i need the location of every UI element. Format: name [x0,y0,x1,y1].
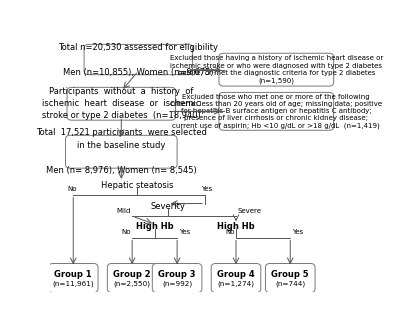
Text: (n=2,550): (n=2,550) [114,280,151,287]
Text: Total n=20,530 assessed for eligibility

Men (n=10,855), Women (n=9,675): Total n=20,530 assessed for eligibility … [58,43,218,76]
Text: Excluded those who met one or more of the following
criteria: less than 20 years: Excluded those who met one or more of th… [170,93,382,129]
FancyBboxPatch shape [67,87,176,120]
Text: Group 5: Group 5 [272,270,309,279]
FancyBboxPatch shape [66,135,177,168]
Text: Mild: Mild [116,208,131,214]
Text: Severe: Severe [238,208,262,214]
Text: Participants  without  a  history  of
ischemic  heart  disease  or  ischemic
str: Participants without a history of ischem… [42,88,201,120]
Text: High Hb: High Hb [136,222,174,231]
Text: (n=11,961): (n=11,961) [52,280,94,287]
Text: Excluded those having a history of ischemic heart disease or
ischemic stroke or : Excluded those having a history of ische… [170,55,383,84]
Text: Hepatic steatosis: Hepatic steatosis [100,181,173,190]
Text: Group 1: Group 1 [54,270,92,279]
Text: (n=992): (n=992) [162,280,192,287]
Text: Group 3: Group 3 [158,270,196,279]
Text: No: No [67,186,76,192]
Text: Severity: Severity [150,201,185,211]
Text: (n=744): (n=744) [275,280,305,287]
Text: No: No [121,229,131,235]
FancyBboxPatch shape [107,263,157,293]
Text: Yes: Yes [201,186,212,192]
Text: Group 2: Group 2 [113,270,151,279]
FancyBboxPatch shape [211,263,261,293]
Text: Total  17,521 participants  were selected
in the baseline study

Men (n= 8,976),: Total 17,521 participants were selected … [36,129,207,175]
FancyBboxPatch shape [219,92,334,130]
Text: Yes: Yes [179,229,190,235]
Text: High Hb: High Hb [217,222,255,231]
Text: Group 4: Group 4 [217,270,255,279]
Text: (n=1,274): (n=1,274) [218,280,254,287]
FancyBboxPatch shape [219,53,334,86]
FancyBboxPatch shape [266,263,315,293]
Text: No: No [225,229,234,235]
Text: Yes: Yes [292,229,303,235]
FancyBboxPatch shape [84,44,193,75]
FancyBboxPatch shape [48,263,98,293]
FancyBboxPatch shape [152,263,202,293]
